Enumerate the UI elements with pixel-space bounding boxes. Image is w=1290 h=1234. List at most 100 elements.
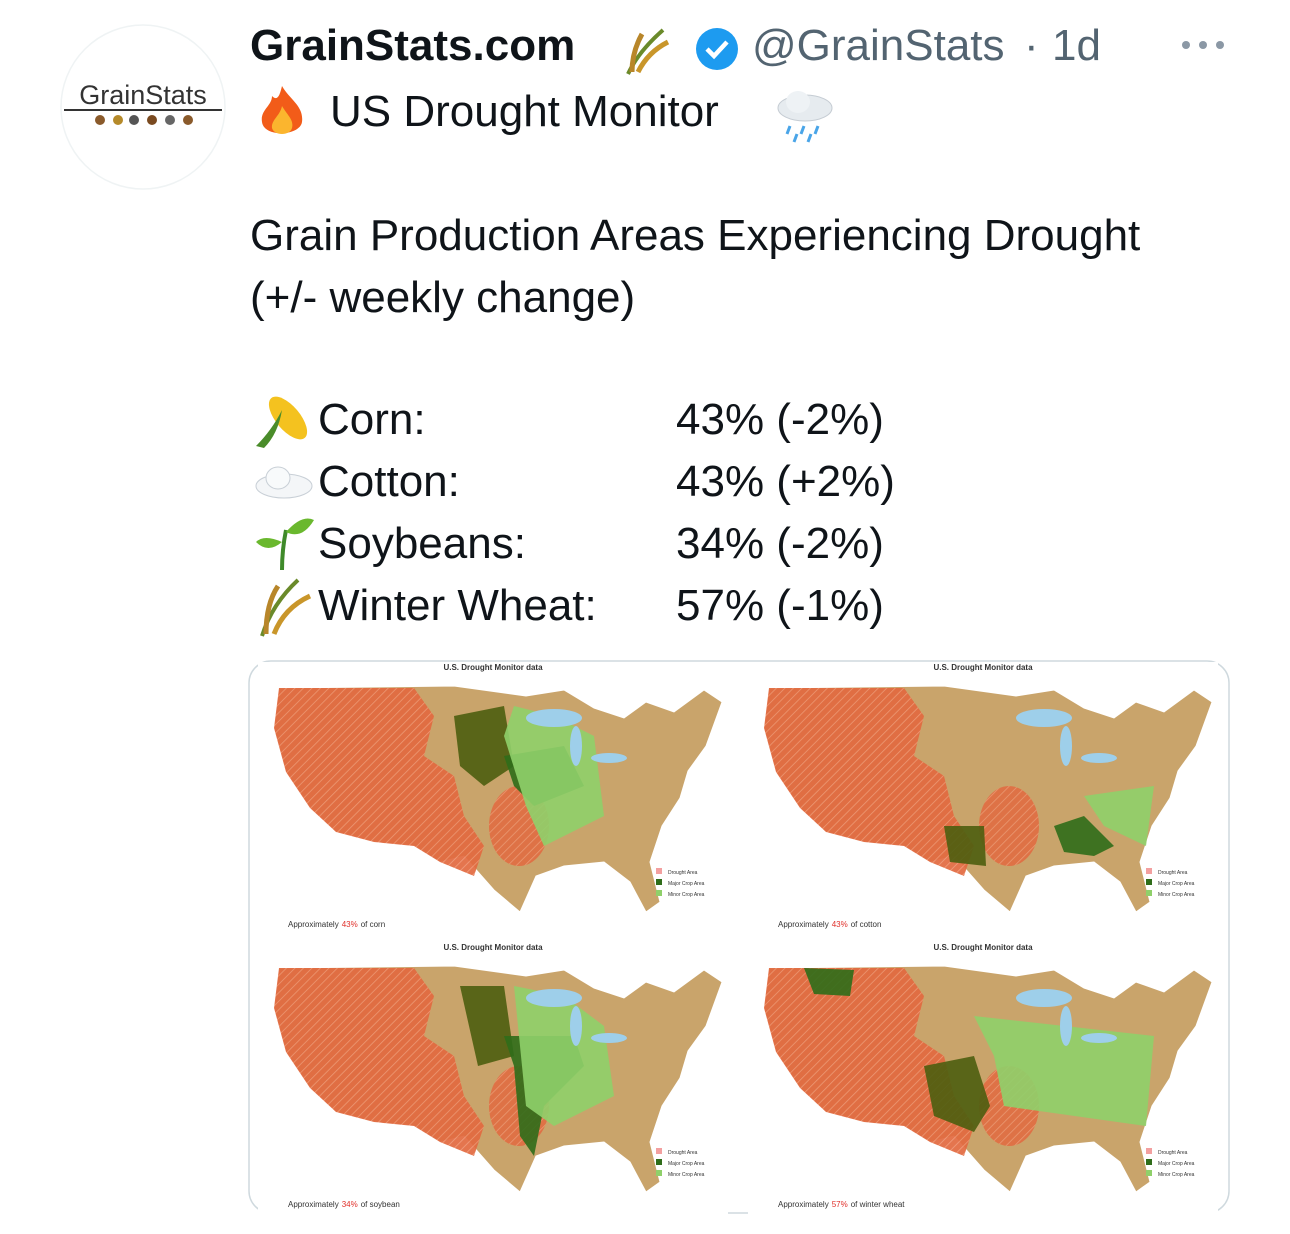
legend-label: Major Crop Area xyxy=(1158,1161,1195,1167)
map-source: U.S. Drought Monitor data xyxy=(443,663,543,672)
avatar-circle xyxy=(60,24,226,190)
great-lake xyxy=(526,709,582,727)
note: (+/- weekly change) xyxy=(250,273,636,322)
great-lake xyxy=(1016,989,1072,1007)
legend-swatch xyxy=(1146,1159,1152,1165)
caption-part: of cotton xyxy=(851,920,882,929)
legend-label: Drought Area xyxy=(668,1150,698,1156)
crop-value: 57% (-1%) xyxy=(676,581,884,630)
rain-cloud-emoji xyxy=(777,91,833,143)
crop-name: Cotton: xyxy=(318,457,460,506)
legend-swatch xyxy=(1146,1148,1152,1154)
map-source: U.S. Drought Monitor data xyxy=(443,943,543,952)
legend-swatch xyxy=(656,890,662,896)
crop-area xyxy=(1084,786,1154,846)
wheat-emoji xyxy=(626,28,670,75)
us-map xyxy=(763,965,1213,1193)
crop-area xyxy=(460,986,514,1066)
legend-swatch xyxy=(1146,868,1152,874)
legend-swatch xyxy=(656,1148,662,1154)
great-lake xyxy=(1060,726,1072,766)
great-lake xyxy=(570,1006,582,1046)
map-panel: U.S. Drought Monitor data Approximately 34… xyxy=(258,942,728,1214)
headline: US Drought Monitor xyxy=(330,87,719,136)
crop-name: Winter Wheat: xyxy=(318,581,597,630)
caption-part: 43% xyxy=(342,920,358,929)
legend-label: Minor Crop Area xyxy=(1158,1172,1195,1178)
avatar-icons xyxy=(95,115,193,125)
legend-label: Minor Crop Area xyxy=(668,1172,705,1178)
great-lake xyxy=(1060,1006,1072,1046)
map-source: U.S. Drought Monitor data xyxy=(933,943,1033,952)
caption-part: Approximately xyxy=(778,920,829,929)
great-lake xyxy=(1081,753,1117,763)
map-caption: Approximately 57% of winter wheat xyxy=(778,1200,905,1209)
crop-name: Corn: xyxy=(318,395,426,444)
map-source: U.S. Drought Monitor data xyxy=(933,663,1033,672)
legend-swatch xyxy=(1146,879,1152,885)
seedling-emoji xyxy=(256,518,314,571)
separator: · xyxy=(1024,21,1039,70)
legend-swatch xyxy=(1146,890,1152,896)
caption-part: Approximately xyxy=(288,1200,339,1209)
crop-area xyxy=(804,968,854,996)
post-time[interactable]: 1d xyxy=(1052,21,1101,70)
drought-area xyxy=(274,968,484,1156)
caption-part: of soybean xyxy=(361,1200,400,1209)
legend-swatch xyxy=(656,1170,662,1176)
legend-label: Drought Area xyxy=(1158,870,1188,876)
wheat-emoji xyxy=(260,578,312,637)
fire-emoji xyxy=(261,86,303,134)
crop-emojis xyxy=(255,396,314,637)
legend-label: Major Crop Area xyxy=(668,881,705,887)
crop-value: 43% (+2%) xyxy=(676,457,895,506)
great-lake xyxy=(591,1033,627,1043)
great-lake xyxy=(570,726,582,766)
great-lake xyxy=(1081,1033,1117,1043)
caption-part: of corn xyxy=(361,920,385,929)
avatar[interactable]: GrainStats xyxy=(60,24,226,190)
us-map xyxy=(273,965,723,1193)
legend-swatch xyxy=(1146,1170,1152,1176)
legend-label: Minor Crop Area xyxy=(1158,892,1195,898)
cotton-emoji xyxy=(255,466,313,499)
great-lake xyxy=(591,753,627,763)
caption-part: Approximately xyxy=(288,920,339,929)
map-panel: U.S. Drought Monitor data Approximately 57… xyxy=(748,942,1218,1214)
subtitle: Grain Production Areas Experiencing Drou… xyxy=(250,211,1141,260)
legend-swatch xyxy=(656,868,662,874)
caption-part: 34% xyxy=(342,1200,358,1209)
map-panel: U.S. Drought Monitor data Approximately 43… xyxy=(748,662,1218,934)
corn-emoji xyxy=(256,396,308,448)
map-caption: Approximately 34% of soybean xyxy=(288,1200,400,1209)
great-lake xyxy=(526,989,582,1007)
crop-area xyxy=(924,1056,990,1132)
legend-swatch xyxy=(656,879,662,885)
avatar-text: GrainStats xyxy=(79,80,207,110)
us-map xyxy=(273,685,723,913)
legend-label: Drought Area xyxy=(1158,1150,1188,1156)
map-caption: Approximately 43% of cotton xyxy=(778,920,881,929)
caption-part: 43% xyxy=(832,920,848,929)
verified-badge xyxy=(696,28,738,70)
legend-label: Drought Area xyxy=(668,870,698,876)
legend-label: Minor Crop Area xyxy=(668,892,705,898)
crop-value: 43% (-2%) xyxy=(676,395,884,444)
caption-part: 57% xyxy=(832,1200,848,1209)
us-map xyxy=(763,685,1213,913)
more-menu[interactable] xyxy=(1180,38,1226,52)
drought-area xyxy=(764,968,974,1156)
legend-swatch xyxy=(656,1159,662,1165)
crop-area xyxy=(454,706,514,786)
great-lake xyxy=(1016,709,1072,727)
crop-value: 34% (-2%) xyxy=(676,519,884,568)
author-handle[interactable]: @GrainStats xyxy=(752,21,1005,70)
map-caption: Approximately 43% of corn xyxy=(288,920,385,929)
crop-area xyxy=(944,826,986,866)
author-name[interactable]: GrainStats.com xyxy=(250,21,576,70)
drought-area xyxy=(979,786,1039,866)
crop-area xyxy=(974,1016,1154,1126)
drought-area xyxy=(274,688,484,876)
